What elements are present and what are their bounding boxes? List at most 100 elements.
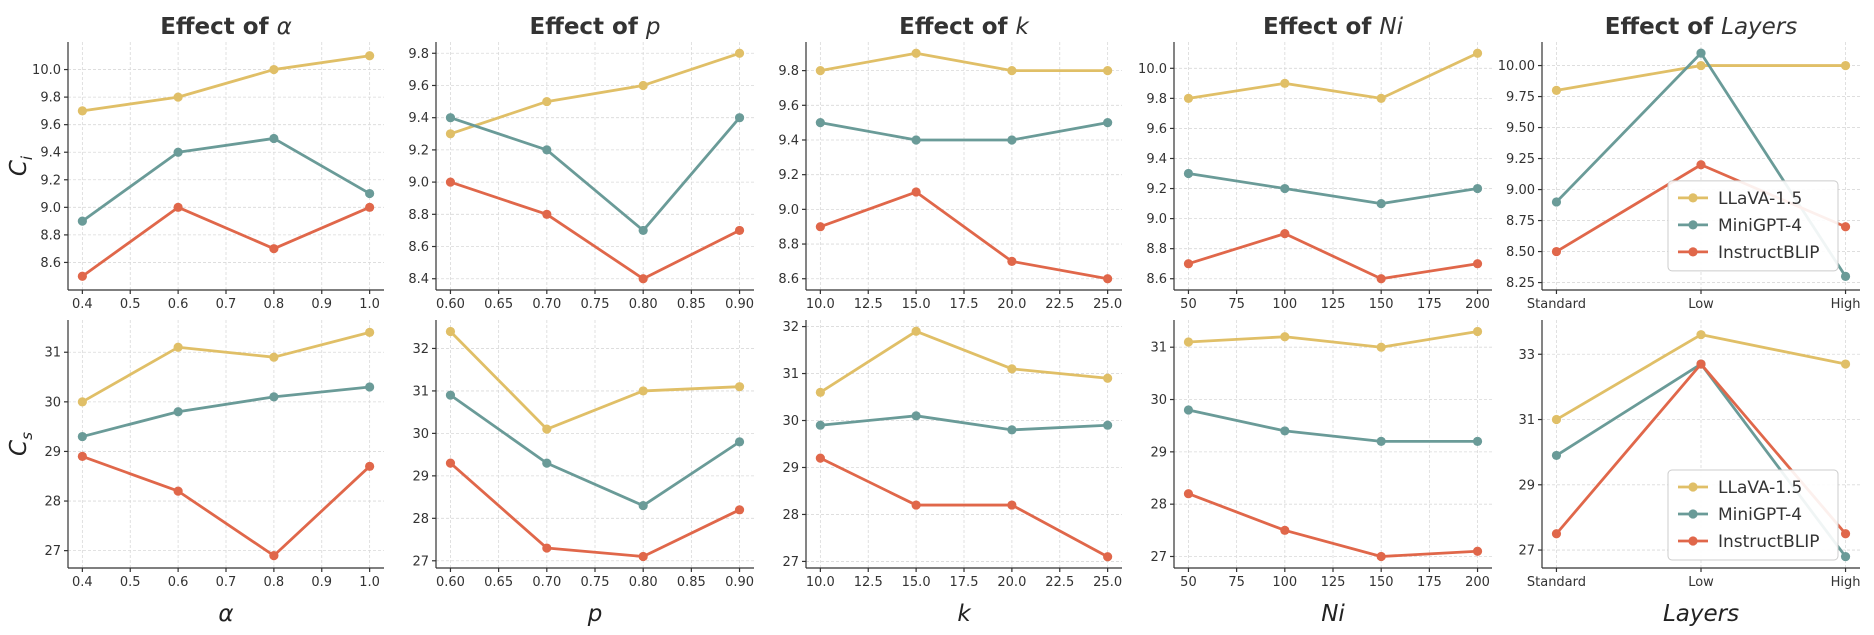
series-line	[1188, 172, 1478, 205]
data-point	[542, 458, 552, 468]
y-tick-label: 29	[1518, 478, 1535, 493]
series-line	[449, 330, 740, 431]
x-tick-label: 200	[1465, 297, 1490, 312]
legend-label: MiniGPT-4	[1718, 505, 1802, 525]
x-tick-label: Low	[1688, 297, 1714, 312]
x-tick-label: 17.5	[950, 575, 979, 590]
y-tick-label: 9.4	[408, 111, 429, 126]
series-line	[82, 54, 370, 113]
data-point	[638, 500, 648, 511]
y-axis-label-subscript: i	[18, 155, 36, 160]
x-tick-label: 125	[1321, 575, 1346, 590]
x-tick-label: 1.0	[359, 297, 380, 312]
panel-title: Effect of k	[899, 14, 1030, 40]
y-tick-label: 9.6	[778, 99, 799, 114]
data-point	[911, 326, 921, 336]
y-tick-label: 31	[1150, 341, 1167, 356]
panel: 0.60 0.65 0.70 0.75 0.80 0.85 0.90 27 28 29 30 31 32	[412, 320, 754, 590]
data-point	[1280, 426, 1290, 436]
data-point	[1183, 489, 1194, 499]
data-point	[1376, 198, 1386, 209]
y-tick-label: 8.6	[778, 272, 799, 287]
y-tick-label: 9.2	[778, 168, 799, 183]
x-tick-label: 200	[1465, 575, 1490, 590]
y-tick-label: 9.0	[408, 176, 429, 191]
x-tick-label: 25.0	[1093, 297, 1122, 312]
data-point	[77, 216, 87, 226]
data-point	[1376, 436, 1386, 446]
data-point	[269, 392, 279, 402]
data-point	[1551, 246, 1562, 257]
data-point	[1183, 405, 1194, 415]
x-tick-label: 0.5	[120, 575, 141, 590]
data-point	[1840, 359, 1851, 369]
data-point	[1103, 420, 1113, 430]
panel-title-prefix: Effect of	[529, 14, 645, 40]
x-tick-label: 100	[1272, 297, 1297, 312]
x-tick-label: 175	[1417, 297, 1442, 312]
y-tick-label: 10.00	[1498, 59, 1535, 74]
data-point	[815, 453, 825, 463]
panel: 0.4 0.5 0.6 0.7 0.8 0.9 1.0 8.6 8.8 9.0 9.2 9.4 9.6 9…	[32, 42, 384, 312]
data-point	[1183, 259, 1194, 269]
data-point	[1007, 425, 1017, 435]
series-line	[1188, 408, 1478, 443]
data-point	[1472, 183, 1483, 194]
x-tick-label: 12.5	[854, 297, 883, 312]
x-tick-label: 0.4	[72, 297, 93, 312]
data-point	[1280, 332, 1290, 342]
x-tick-label: Standard	[1527, 575, 1586, 590]
y-tick-label: 9.6	[408, 79, 429, 94]
data-point	[542, 543, 552, 553]
series-line	[819, 456, 1109, 558]
series-line	[449, 462, 741, 558]
data-point	[911, 500, 921, 510]
data-point	[1472, 546, 1483, 556]
x-tick-label: 0.90	[725, 297, 754, 312]
x-tick-label: 0.65	[484, 575, 513, 590]
data-point	[77, 271, 87, 281]
data-point	[173, 147, 183, 157]
data-point	[365, 188, 375, 199]
panel: 10.0 12.5 15.0 17.5 20.0 22.5 25.0 8.6 8.8 9.0 9.2…	[778, 42, 1122, 312]
series-line	[81, 137, 371, 223]
data-point	[1007, 364, 1017, 374]
data-point	[1840, 529, 1851, 539]
x-tick-label: 75	[1228, 575, 1245, 590]
data-point	[1183, 93, 1194, 103]
series-line	[820, 414, 1108, 432]
data-point	[173, 342, 183, 352]
panel: 50 75 100 125 150 175 200 27 28 29 30 31	[1150, 320, 1492, 590]
x-tick-label: High	[1831, 297, 1861, 312]
data-point	[911, 135, 921, 145]
x-axis-labels: α p k Ni Layers	[218, 601, 1739, 627]
x-tick-label: 1.0	[359, 575, 380, 590]
data-point	[734, 505, 745, 515]
data-point	[1280, 525, 1290, 535]
x-tick-label: 17.5	[950, 297, 979, 312]
y-tick-label: 9.8	[1146, 92, 1167, 107]
data-point	[734, 48, 745, 58]
y-tick-label: 30	[782, 414, 799, 429]
data-point	[1840, 222, 1851, 232]
data-point	[542, 145, 552, 155]
y-tick-label: 28	[1150, 498, 1167, 513]
data-point	[1472, 436, 1483, 446]
x-tick-label: 20.0	[997, 297, 1026, 312]
legend-swatch-marker	[1688, 220, 1698, 230]
data-point	[269, 551, 279, 561]
data-point	[173, 202, 183, 212]
data-point	[1007, 500, 1017, 510]
x-tick-label: 50	[1180, 297, 1197, 312]
y-tick-label: 32	[782, 320, 799, 335]
series-line	[819, 190, 1108, 281]
data-point	[638, 274, 648, 284]
data-point	[734, 225, 745, 236]
data-point	[445, 326, 456, 337]
y-tick-label: 9.0	[778, 203, 799, 218]
y-tick-label: 9.25	[1506, 152, 1535, 167]
data-point	[1551, 85, 1562, 95]
data-point	[1840, 60, 1851, 71]
y-tick-label: 8.8	[778, 238, 799, 253]
